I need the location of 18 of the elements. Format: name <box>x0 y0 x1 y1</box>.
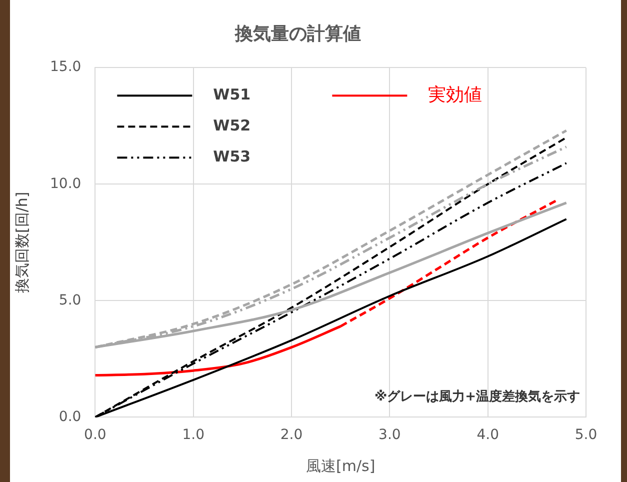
x-tick-label: 5.0 <box>574 427 598 444</box>
legend-label: 実効値 <box>428 84 482 106</box>
x-tick-label: 1.0 <box>182 427 204 444</box>
x-axis-title: 風速[m/s] <box>306 456 376 475</box>
legend-label: W52 <box>213 116 251 134</box>
y-tick-label: 15.0 <box>50 59 82 76</box>
y-axis-title: 換気回数[回/h] <box>12 192 31 294</box>
legend-label: W53 <box>213 147 251 166</box>
chart-title: 換気量の計算値 <box>234 23 361 44</box>
y-tick-label: 10.0 <box>50 176 82 192</box>
annotation: ※グレーは風力+温度差換気を示す <box>374 388 580 405</box>
legend-label: W51 <box>213 85 251 104</box>
x-tick-label: 0.0 <box>84 427 106 444</box>
x-tick-label: 2.0 <box>280 427 303 444</box>
y-tick-label: 0.0 <box>58 408 82 425</box>
x-tick-label: 3.0 <box>378 427 401 444</box>
y-tick-label: 5.0 <box>58 292 82 308</box>
x-tick-label: 4.0 <box>476 427 499 444</box>
